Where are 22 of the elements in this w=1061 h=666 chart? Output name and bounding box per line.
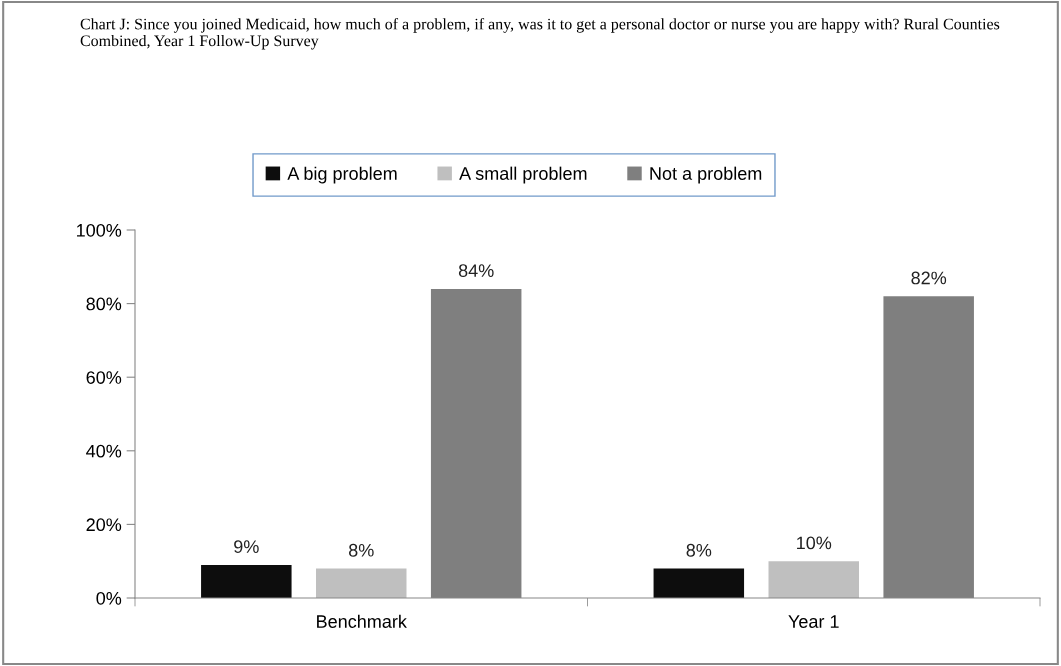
text: 82%: [911, 271, 947, 285]
legend-label: A big problem: [287, 166, 397, 184]
bar: [653, 568, 745, 598]
legend-label: Not a problem: [650, 166, 762, 184]
y-tick-label: 0%: [96, 591, 122, 605]
y-tick-label: 100%: [77, 223, 122, 237]
bar: [316, 568, 407, 598]
text: 8%: [348, 543, 374, 557]
legend-label: A small problem: [459, 166, 587, 184]
text: 9%: [234, 540, 259, 553]
x-tick-label: Year 1: [788, 615, 839, 628]
text: 10%: [797, 536, 832, 550]
text: 8%: [686, 543, 712, 557]
bar: [201, 564, 292, 598]
y-tick-label: 20%: [86, 518, 122, 532]
y-tick-label: 80%: [86, 297, 122, 311]
text: 84%: [458, 264, 494, 277]
chart-title: Chart J: Since you joined Medicaid, how much of a problem, if any, was it to get a personal doctor or nurse you are happy with? Rural Counties Combined, Year 1 Follow-Up Survey: [80, 18, 1000, 50]
y-tick-label: 40%: [86, 444, 122, 458]
x-tick-label: Benchmark: [317, 614, 407, 628]
y-tick-label: 60%: [86, 371, 122, 384]
bar: [768, 561, 859, 598]
